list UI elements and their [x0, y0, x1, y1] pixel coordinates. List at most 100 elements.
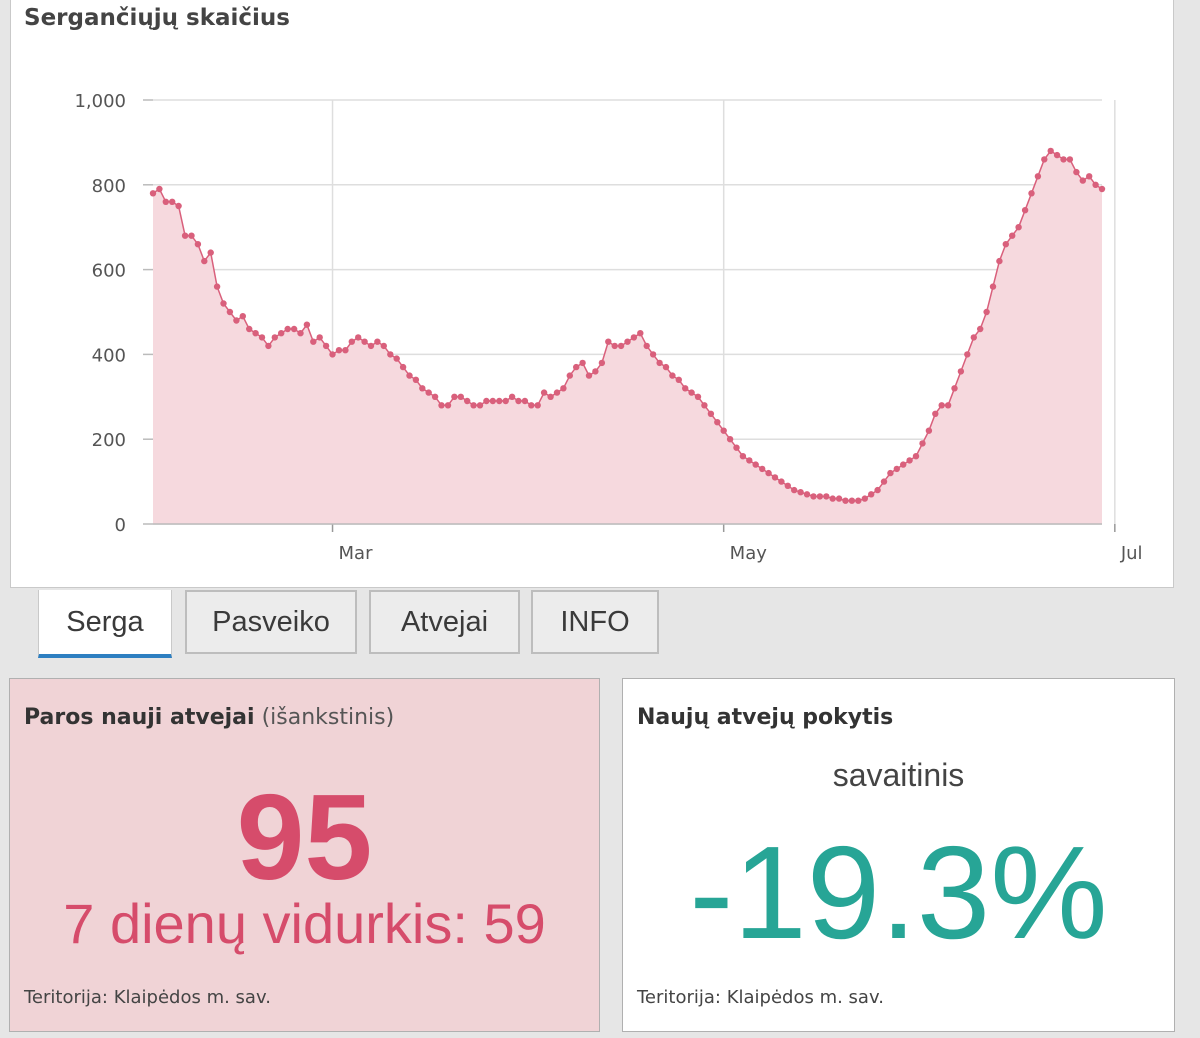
weekly-change-card: Naujų atvejų pokytis savaitinis -19.3% T… [622, 678, 1175, 1032]
data-point [431, 393, 439, 400]
data-point [823, 493, 830, 500]
data-point [303, 321, 311, 328]
data-point [880, 478, 888, 485]
data-point [803, 491, 811, 498]
data-point [611, 342, 618, 350]
data-point [188, 232, 195, 239]
data-point [906, 457, 913, 464]
data-point [1060, 156, 1067, 163]
data-point [1053, 151, 1061, 159]
data-point [1047, 147, 1054, 155]
data-point [560, 385, 567, 392]
data-point [970, 334, 977, 341]
data-point [476, 402, 484, 409]
data-point [419, 385, 426, 392]
data-point [829, 495, 836, 502]
data-point [335, 347, 343, 354]
data-point [329, 351, 336, 358]
y-tick-label: 800 [92, 176, 126, 197]
data-point [765, 469, 772, 477]
data-point [842, 497, 849, 504]
data-point [438, 402, 445, 409]
data-point [989, 283, 997, 290]
data-point [656, 359, 663, 367]
data-point [810, 493, 817, 500]
data-point [278, 330, 285, 337]
tab-info[interactable]: INFO [531, 590, 659, 654]
data-point [573, 363, 580, 371]
data-point [617, 342, 625, 350]
data-point [964, 351, 971, 358]
data-point [887, 469, 894, 477]
data-point [598, 359, 606, 367]
data-point [149, 190, 157, 197]
data-point [1092, 181, 1099, 188]
data-point [957, 368, 965, 375]
data-point [874, 486, 881, 494]
data-point [553, 389, 561, 396]
data-point [310, 338, 317, 345]
data-point [297, 330, 304, 337]
data-point [399, 363, 407, 371]
data-point [746, 457, 753, 464]
data-point [540, 389, 548, 396]
data-point [156, 185, 163, 193]
data-point [675, 376, 682, 383]
data-point [579, 359, 586, 367]
data-point [367, 342, 375, 350]
data-point [201, 257, 208, 265]
data-point [726, 436, 734, 443]
data-point [169, 198, 176, 205]
x-tick-label: Jul [1120, 543, 1143, 564]
data-point [778, 478, 785, 485]
data-point [951, 385, 958, 392]
data-point [925, 427, 933, 434]
data-point [752, 461, 759, 468]
data-point [739, 453, 747, 460]
data-point [258, 334, 266, 341]
data-point [630, 334, 638, 341]
data-point [720, 427, 727, 434]
new-cases-territory: Teritorija: Klaipėdos m. sav. [24, 987, 271, 1008]
data-point [393, 355, 400, 362]
chart-card: Sergančiųjų skaičius 0 200 400 600 800 1,000 M… [10, 0, 1174, 588]
data-point [637, 330, 644, 337]
data-point [688, 389, 695, 396]
data-point [682, 385, 689, 392]
data-point [1034, 173, 1042, 180]
data-point [322, 342, 330, 350]
chart-title: Sergančiųjų skaičius [24, 5, 290, 31]
tab-pasveiko[interactable]: Pasveiko [185, 590, 357, 654]
data-point [470, 402, 477, 409]
data-point [226, 308, 234, 316]
new-cases-subheading: (išankstinis) [261, 705, 395, 730]
y-tick-label: 1,000 [74, 91, 126, 112]
data-point [1015, 224, 1022, 231]
cases-chart[interactable]: 0 200 400 600 800 1,000 Mar May Jul [11, 0, 1175, 589]
data-point [585, 372, 593, 379]
data-point [912, 453, 920, 460]
tab-atvejai[interactable]: Atvejai [369, 590, 520, 654]
data-point [181, 232, 189, 239]
data-point [669, 372, 676, 379]
data-point [932, 410, 939, 417]
data-point [701, 402, 708, 409]
data-point [457, 393, 464, 400]
new-cases-heading: Paros nauji atvejai (išankstinis) [24, 705, 394, 730]
data-point [489, 397, 496, 405]
weekly-change-period: savaitinis [832, 757, 965, 793]
data-point [977, 325, 984, 333]
data-point [444, 402, 452, 409]
data-point [252, 330, 259, 337]
data-point [1066, 156, 1074, 163]
data-point [425, 389, 432, 396]
y-tick-label: 200 [92, 430, 126, 451]
data-point [605, 338, 612, 345]
data-point [938, 402, 945, 409]
data-point [387, 351, 394, 358]
data-point [592, 368, 599, 375]
data-point [528, 402, 535, 409]
data-point [406, 372, 413, 379]
data-point [1021, 207, 1029, 214]
tab-serga[interactable]: Serga [38, 590, 172, 658]
